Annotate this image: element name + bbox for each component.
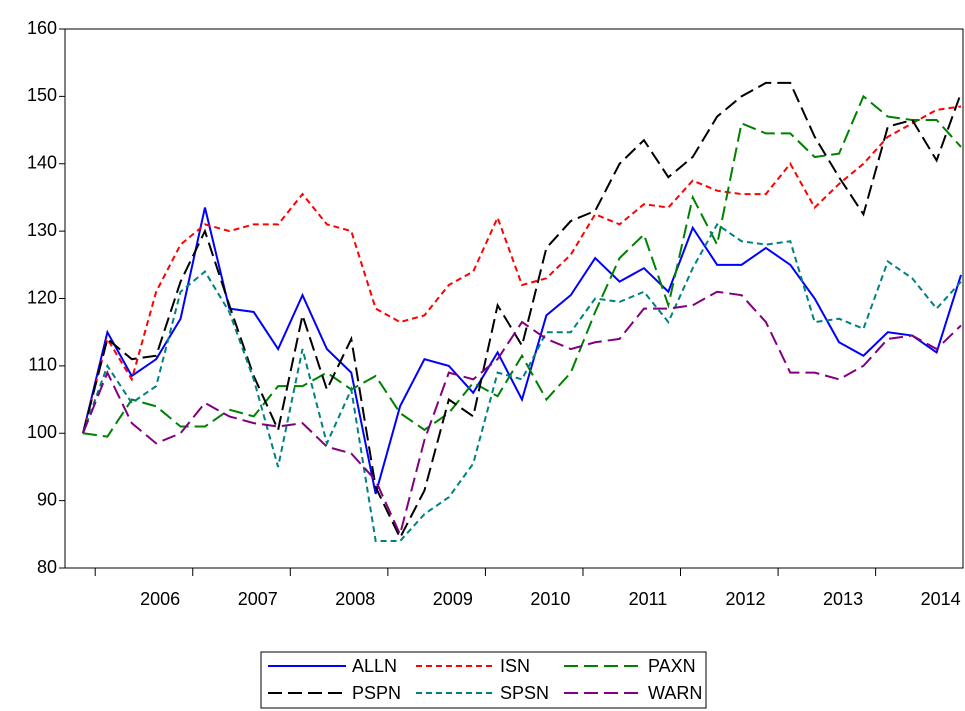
legend-label: ALLN bbox=[352, 656, 397, 676]
y-tick-label: 130 bbox=[27, 220, 57, 240]
y-tick-label: 140 bbox=[27, 153, 57, 173]
y-tick-label: 110 bbox=[28, 355, 57, 375]
plot-frame bbox=[64, 28, 964, 569]
legend-label: SPSN bbox=[500, 683, 549, 703]
x-tick-label: 2012 bbox=[725, 589, 765, 609]
series-line bbox=[82, 105, 962, 434]
x-tick-label: 2014 bbox=[921, 589, 961, 609]
y-tick-label: 90 bbox=[37, 489, 57, 509]
x-tick-label: 2011 bbox=[629, 589, 668, 609]
legend-label: PSPN bbox=[352, 683, 401, 703]
series-line bbox=[82, 81, 962, 540]
x-tick-label: 2009 bbox=[433, 589, 473, 609]
legend-label: PAXN bbox=[648, 656, 696, 676]
x-tick-label: 2008 bbox=[335, 589, 375, 609]
series-line bbox=[82, 207, 962, 495]
y-tick-label: 120 bbox=[27, 287, 57, 307]
y-tick-label: 150 bbox=[27, 85, 57, 105]
series-line bbox=[82, 290, 962, 538]
x-tick-label: 2013 bbox=[823, 589, 863, 609]
x-tick-label: 2006 bbox=[140, 589, 180, 609]
legend-box bbox=[260, 651, 707, 709]
x-tick-label: 2010 bbox=[530, 589, 570, 609]
y-tick-label: 100 bbox=[27, 422, 57, 442]
series-line bbox=[82, 222, 962, 543]
y-tick-label: 80 bbox=[37, 557, 57, 577]
series-line bbox=[82, 94, 962, 438]
legend-label: WARN bbox=[648, 683, 702, 703]
x-tick-label: 2007 bbox=[238, 589, 278, 609]
y-tick-label: 160 bbox=[27, 18, 57, 38]
legend-label: ISN bbox=[500, 656, 530, 676]
